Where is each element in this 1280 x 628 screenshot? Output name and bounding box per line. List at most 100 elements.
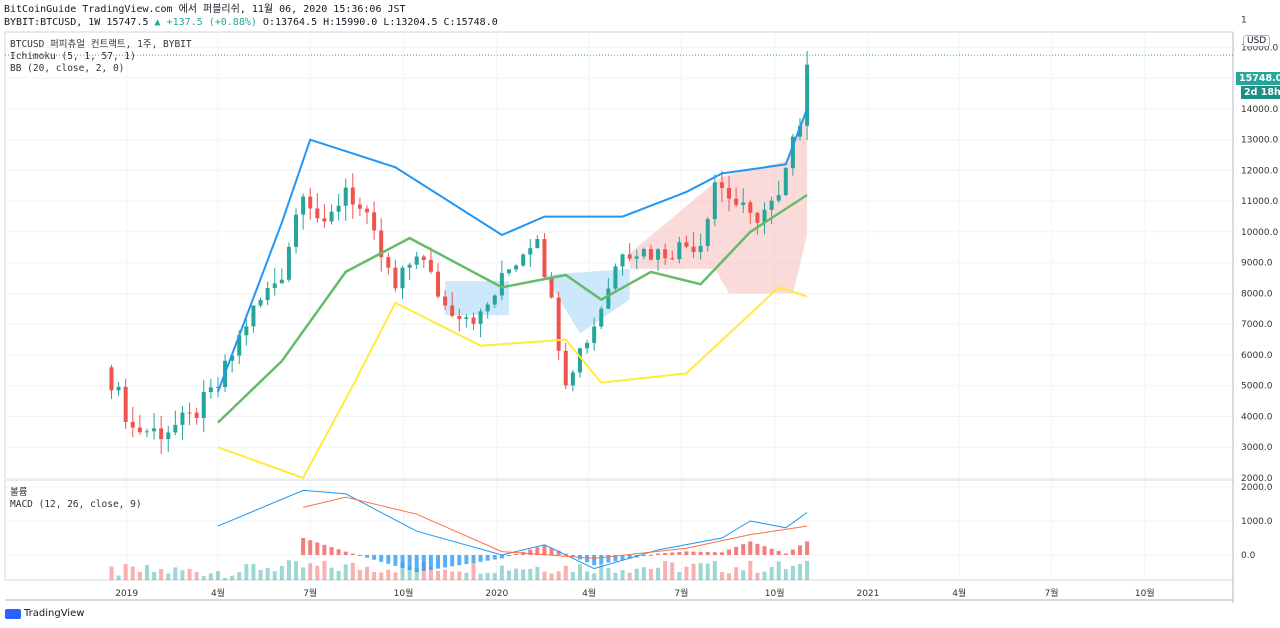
- candle-body: [428, 260, 433, 272]
- candle-body: [201, 391, 206, 419]
- candle-body: [301, 196, 306, 215]
- volume-bar: [748, 560, 753, 580]
- candle-body: [790, 136, 795, 169]
- volume-bar: [656, 567, 661, 580]
- macd-histogram-bar: [365, 555, 370, 558]
- candle-body: [159, 428, 164, 440]
- volume-bar: [478, 573, 483, 580]
- volume-bar: [272, 571, 277, 580]
- macd-histogram-bar: [790, 549, 795, 555]
- candle-body: [450, 305, 455, 316]
- tradingview-icon: [5, 608, 21, 619]
- volume-bar: [762, 571, 767, 580]
- candle-body: [322, 218, 327, 222]
- macd-histogram-bar: [627, 555, 632, 559]
- candle-body: [329, 211, 334, 222]
- time-tick-label: 7월: [674, 587, 688, 599]
- volume-bar: [634, 568, 639, 580]
- macd-histogram-bar: [308, 540, 313, 555]
- volume-bar: [400, 562, 405, 580]
- volume-bar: [592, 573, 597, 580]
- macd-pane: [4, 479, 1234, 581]
- time-tick-label: 2020: [485, 589, 508, 599]
- candle-body: [279, 279, 284, 284]
- candle-body: [315, 208, 320, 219]
- macd-label[interactable]: MACD (12, 26, close, 9): [10, 499, 142, 510]
- macd-histogram-bar: [450, 555, 455, 567]
- price-tick-label: 8000.0: [1241, 289, 1273, 299]
- macd-histogram-bar: [478, 555, 483, 562]
- ichimoku-label[interactable]: Ichimoku (5, 1, 57, 1): [10, 51, 136, 62]
- volume-bar: [407, 566, 412, 580]
- brand-label: TradingView: [24, 608, 85, 619]
- volume-bar: [741, 570, 746, 580]
- candle-body: [130, 421, 135, 428]
- volume-bar: [315, 565, 320, 580]
- volume-bar: [450, 571, 455, 580]
- volume-bar: [109, 566, 114, 580]
- macd-histogram-bar: [421, 555, 426, 571]
- volume-bar: [116, 575, 121, 580]
- macd-histogram-bar: [776, 551, 781, 555]
- volume-bar: [265, 568, 270, 580]
- candle-body: [563, 350, 568, 386]
- price-tick-label: 3000.0: [1241, 443, 1273, 453]
- candle-body: [712, 182, 717, 220]
- volume-bar: [521, 569, 526, 580]
- macd-histogram-bar: [414, 555, 419, 572]
- macd-histogram-bar: [663, 553, 668, 555]
- volume-label[interactable]: 볼륨: [10, 487, 28, 498]
- candle-body: [244, 326, 249, 336]
- volume-bar: [294, 561, 299, 580]
- candle-body: [123, 386, 128, 422]
- volume-bar: [613, 572, 618, 580]
- volume-bar: [727, 573, 732, 580]
- ichimoku-cloud-bear: [629, 108, 808, 294]
- volume-bar: [585, 571, 590, 580]
- volume-bar: [223, 577, 228, 580]
- macd-histogram-bar: [585, 555, 590, 563]
- volume-bar: [421, 561, 426, 580]
- macd-histogram-bar: [748, 541, 753, 555]
- candle-body: [478, 311, 483, 324]
- volume-bar: [251, 563, 256, 580]
- symbol-label: BYBIT:BTCUSD, 1W 15747.5: [4, 17, 149, 28]
- volume-bar: [755, 572, 760, 580]
- volume-bar: [698, 563, 703, 580]
- volume-bar: [691, 563, 696, 580]
- macd-histogram-bar: [648, 554, 653, 556]
- candle-body: [684, 242, 689, 247]
- time-tick-label: 7월: [303, 587, 317, 599]
- volume-bar: [769, 567, 774, 580]
- candle-body: [798, 125, 803, 137]
- candle-body: [663, 249, 668, 259]
- bb-label[interactable]: BB (20, close, 2, 0): [10, 63, 125, 74]
- volume-bar: [279, 565, 284, 580]
- volume-bar: [194, 572, 199, 580]
- candle-body: [208, 387, 213, 392]
- candle-body: [400, 267, 405, 289]
- candle-body: [776, 195, 781, 201]
- publish-info: BitCoinGuide TradingView.com 에서 퍼블리쉬, 11…: [4, 4, 406, 15]
- macd-histogram-bar: [783, 553, 788, 555]
- candle-body: [336, 205, 341, 212]
- macd-histogram-bar: [805, 541, 810, 555]
- main-series-label[interactable]: BTCUSD 퍼피츄얼 컨트랙트, 1주, BYBIT: [10, 39, 192, 50]
- volume-bar: [457, 571, 462, 580]
- tradingview-logo[interactable]: TradingView: [5, 608, 84, 619]
- candle-body: [471, 317, 476, 324]
- volume-bar: [414, 568, 419, 580]
- macd-histogram-bar: [727, 549, 732, 555]
- candle-body: [407, 264, 412, 268]
- macd-histogram-bar: [372, 555, 377, 560]
- candle-body: [734, 198, 739, 205]
- candle-body: [719, 182, 724, 188]
- candle-body: [237, 335, 242, 356]
- candle-body: [514, 265, 519, 270]
- candle-body: [698, 245, 703, 253]
- macd-tick-label: 2000.0: [1241, 483, 1273, 493]
- currency-button[interactable]: USD: [1243, 35, 1271, 47]
- macd-histogram-bar: [528, 549, 533, 555]
- macd-histogram-bar: [705, 551, 710, 555]
- macd-histogram-bar: [386, 555, 391, 564]
